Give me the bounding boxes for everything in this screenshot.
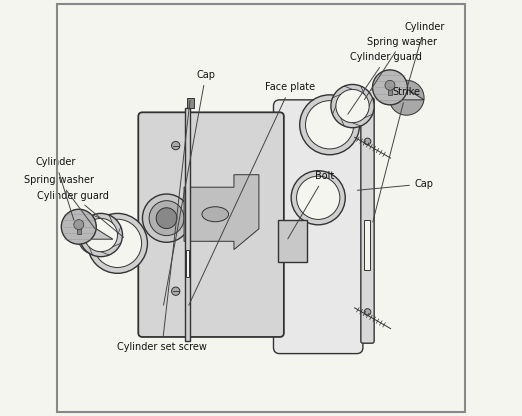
Bar bbox=[278, 220, 307, 262]
Ellipse shape bbox=[61, 209, 96, 244]
Circle shape bbox=[364, 309, 371, 315]
Text: Cylinder guard: Cylinder guard bbox=[348, 52, 422, 114]
Text: Spring washer: Spring washer bbox=[24, 175, 95, 229]
Ellipse shape bbox=[78, 220, 113, 255]
Ellipse shape bbox=[156, 208, 177, 228]
Ellipse shape bbox=[300, 95, 360, 155]
Polygon shape bbox=[61, 229, 113, 239]
Bar bbox=[187, 98, 194, 108]
Bar bbox=[185, 108, 191, 341]
Text: Bolt: Bolt bbox=[288, 171, 334, 239]
Ellipse shape bbox=[373, 70, 408, 105]
Text: Cylinder: Cylinder bbox=[35, 157, 76, 220]
Text: Cylinder set screw: Cylinder set screw bbox=[117, 101, 207, 352]
FancyBboxPatch shape bbox=[138, 112, 284, 337]
FancyBboxPatch shape bbox=[361, 98, 374, 343]
Ellipse shape bbox=[79, 213, 123, 257]
Ellipse shape bbox=[296, 176, 340, 219]
Bar bbox=[77, 227, 81, 234]
Ellipse shape bbox=[93, 219, 141, 267]
Text: Cylinder guard: Cylinder guard bbox=[37, 191, 124, 238]
Text: Cap: Cap bbox=[358, 179, 434, 190]
Ellipse shape bbox=[88, 213, 147, 273]
Text: Face plate: Face plate bbox=[189, 82, 315, 305]
Bar bbox=[364, 220, 371, 270]
Circle shape bbox=[364, 138, 371, 145]
Ellipse shape bbox=[84, 218, 117, 252]
Ellipse shape bbox=[336, 89, 369, 123]
Ellipse shape bbox=[385, 80, 395, 90]
Ellipse shape bbox=[74, 220, 84, 230]
Ellipse shape bbox=[202, 207, 229, 222]
Circle shape bbox=[172, 141, 180, 150]
Ellipse shape bbox=[291, 171, 345, 225]
Ellipse shape bbox=[331, 84, 374, 128]
Polygon shape bbox=[373, 89, 424, 100]
FancyBboxPatch shape bbox=[274, 100, 363, 354]
Ellipse shape bbox=[149, 201, 184, 235]
Polygon shape bbox=[184, 175, 259, 250]
Text: Cylinder: Cylinder bbox=[405, 22, 445, 87]
Text: Strike: Strike bbox=[373, 87, 420, 222]
Ellipse shape bbox=[305, 101, 354, 149]
Text: Cap: Cap bbox=[163, 70, 215, 305]
Bar bbox=[388, 87, 392, 95]
Text: Spring washer: Spring washer bbox=[364, 37, 437, 99]
Bar bbox=[186, 250, 189, 277]
Circle shape bbox=[172, 287, 180, 295]
Ellipse shape bbox=[389, 80, 424, 115]
Ellipse shape bbox=[143, 194, 191, 242]
